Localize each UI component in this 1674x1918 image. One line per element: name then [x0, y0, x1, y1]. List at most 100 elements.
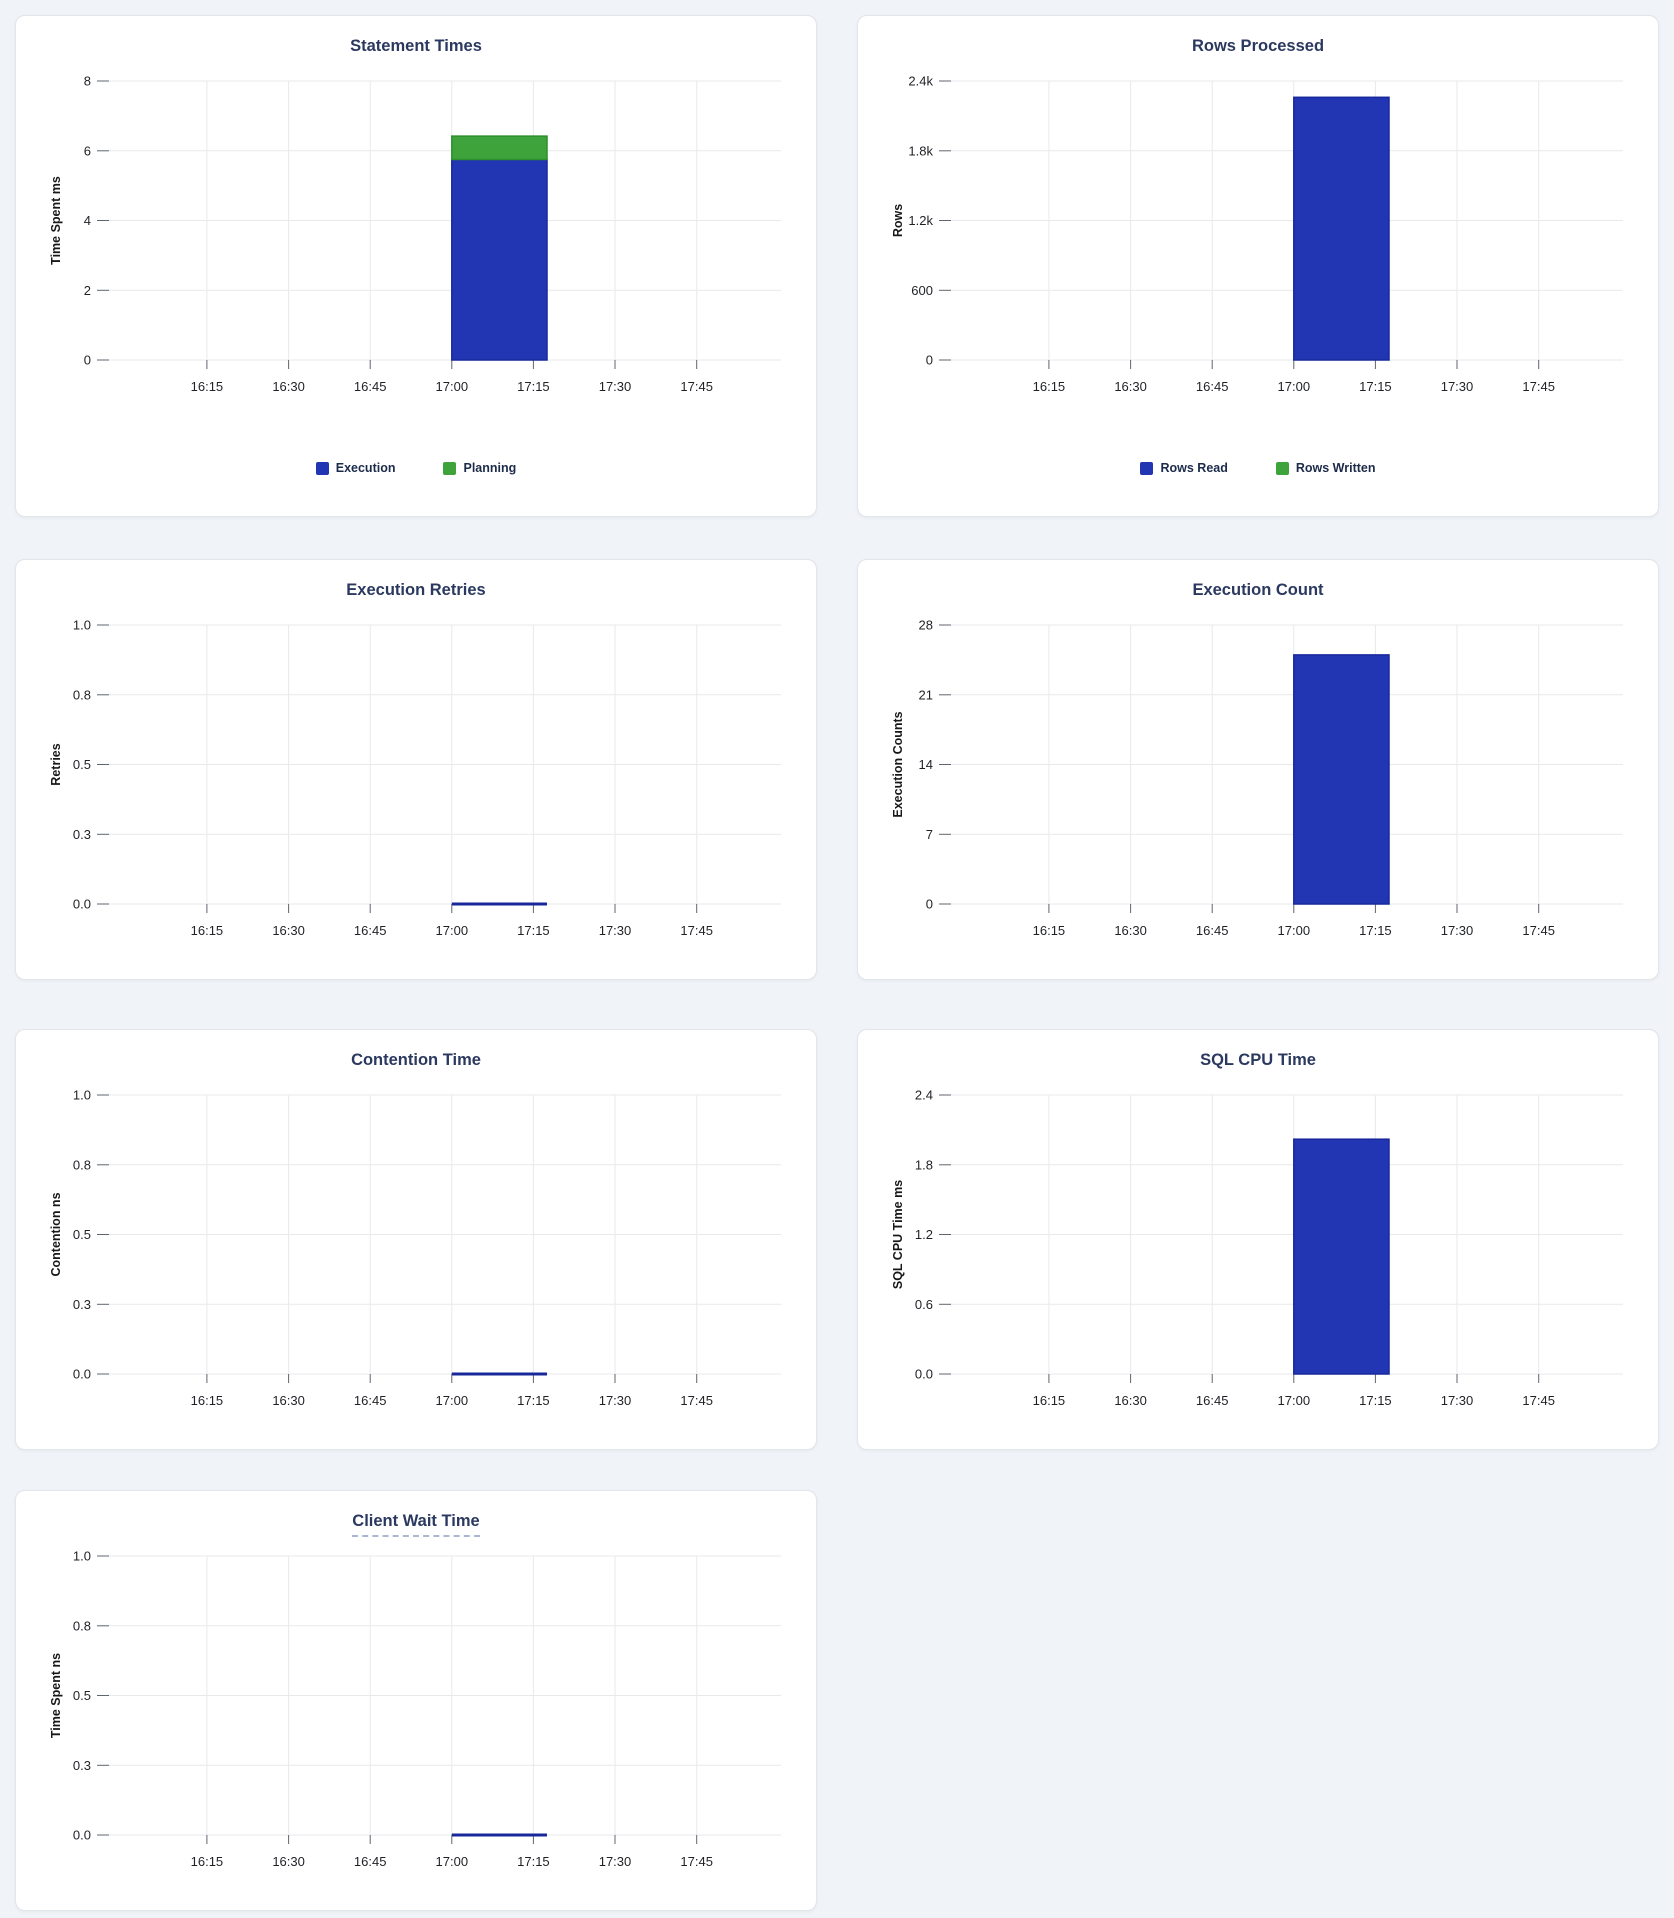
svg-text:1.0: 1.0: [73, 1549, 91, 1564]
svg-text:28: 28: [919, 618, 933, 633]
svg-text:17:15: 17:15: [1359, 379, 1392, 394]
legend-label: Execution: [335, 461, 396, 475]
svg-text:17:45: 17:45: [680, 1854, 713, 1869]
legend-item: Planning: [443, 461, 516, 475]
chart-card-contention-time: Contention Time 0.0 0.3 0.5 0.8 1.0 16:15 16:3…: [15, 1029, 817, 1450]
legend-swatch: [1275, 461, 1289, 475]
svg-text:16:15: 16:15: [1033, 1393, 1066, 1408]
legend-swatch: [443, 461, 457, 475]
legend-swatch: [1140, 461, 1154, 475]
svg-text:17:15: 17:15: [517, 1393, 550, 1408]
svg-text:2: 2: [84, 283, 91, 298]
svg-text:17:15: 17:15: [517, 379, 550, 394]
svg-text:17:00: 17:00: [436, 923, 469, 938]
svg-text:0.3: 0.3: [73, 1297, 91, 1312]
svg-text:1.2: 1.2: [915, 1227, 933, 1242]
chart-title-client-wait-time[interactable]: Client Wait Time: [352, 1509, 480, 1537]
svg-text:17:15: 17:15: [517, 923, 550, 938]
svg-text:6: 6: [84, 143, 91, 158]
svg-text:Rows: Rows: [891, 204, 905, 237]
svg-text:17:00: 17:00: [1278, 923, 1311, 938]
svg-text:21: 21: [919, 687, 933, 702]
svg-text:16:15: 16:15: [1033, 379, 1066, 394]
chart-title-row: Contention Time: [16, 1048, 816, 1072]
svg-text:Time Spent ms: Time Spent ms: [49, 176, 63, 265]
svg-text:7: 7: [926, 827, 933, 842]
legend-item: Rows Read: [1140, 461, 1228, 475]
chart-card-client-wait-time: Client Wait Time 0.0 0.3 0.5 0.8 1.0 16:15 16:…: [15, 1490, 817, 1911]
chart-plot-area[interactable]: 0 2 4 6 8 16:15 16:30 16:45 17:00 17:15 17:30 17:45…: [16, 70, 816, 406]
chart-card-execution-retries: Execution Retries 0.0 0.3 0.5 0.8 1.0 16:15 16…: [15, 559, 817, 980]
svg-text:16:30: 16:30: [272, 923, 305, 938]
chart-legend: Rows Read Rows Written: [858, 461, 1658, 475]
chart-title-execution-retries: Execution Retries: [346, 581, 486, 599]
svg-text:17:00: 17:00: [1278, 379, 1311, 394]
svg-text:16:45: 16:45: [1196, 1393, 1229, 1408]
svg-text:16:45: 16:45: [354, 1393, 387, 1408]
legend-item: Rows Written: [1275, 461, 1376, 475]
chart-card-rows-processed: Rows Processed 0 600 1.2k 1.8k 2.4k 16:15 16:3…: [857, 15, 1659, 517]
chart-title-rows-processed: Rows Processed: [1191, 37, 1325, 55]
chart-plot-area[interactable]: 0.0 0.3 0.5 0.8 1.0 16:15 16:30 16:45 17:00 17:15…: [16, 1084, 816, 1420]
svg-text:17:15: 17:15: [517, 1854, 550, 1869]
svg-text:0.3: 0.3: [73, 827, 91, 842]
chart-title-row: Execution Count: [858, 578, 1658, 602]
chart-plot-area[interactable]: 0.0 0.3 0.5 0.8 1.0 16:15 16:30 16:45 17:00 17:15…: [16, 614, 816, 950]
svg-text:16:15: 16:15: [191, 923, 224, 938]
svg-text:Contention ns: Contention ns: [49, 1192, 63, 1276]
svg-text:2.4k: 2.4k: [908, 74, 933, 89]
chart-title-contention-time: Contention Time: [351, 1051, 481, 1069]
svg-text:0.0: 0.0: [73, 1367, 91, 1382]
chart-title-sql-cpu-time: SQL CPU Time: [1200, 1051, 1316, 1069]
svg-text:0: 0: [926, 897, 933, 912]
svg-text:14: 14: [919, 757, 933, 772]
chart-card-sql-cpu-time: SQL CPU Time 0.0 0.6 1.2 1.8 2.4 16:15 16:30 16…: [857, 1029, 1659, 1450]
chart-plot-area[interactable]: 0.0 0.3 0.5 0.8 1.0 16:15 16:30 16:45 17:00 17:15…: [16, 1545, 816, 1881]
legend-swatch: [315, 461, 329, 475]
chart-legend: Execution Planning: [16, 461, 816, 475]
svg-text:17:00: 17:00: [1278, 1393, 1311, 1408]
svg-text:1.0: 1.0: [73, 1088, 91, 1103]
svg-text:2.4: 2.4: [915, 1088, 933, 1103]
chart-title-execution-count: Execution Count: [1192, 581, 1324, 599]
chart-plot-area[interactable]: 0.0 0.6 1.2 1.8 2.4 16:15 16:30 16:45 17:00 17:15…: [858, 1084, 1658, 1420]
svg-text:600: 600: [911, 283, 933, 298]
svg-text:17:30: 17:30: [1441, 923, 1474, 938]
svg-text:17:45: 17:45: [680, 1393, 713, 1408]
svg-text:0.8: 0.8: [73, 687, 91, 702]
svg-text:1.0: 1.0: [73, 618, 91, 633]
svg-text:0.0: 0.0: [915, 1367, 933, 1382]
svg-text:17:30: 17:30: [1441, 1393, 1474, 1408]
svg-text:0.5: 0.5: [73, 757, 91, 772]
svg-text:17:30: 17:30: [599, 923, 632, 938]
svg-text:SQL CPU Time ms: SQL CPU Time ms: [891, 1180, 905, 1289]
svg-text:Execution Counts: Execution Counts: [891, 711, 905, 817]
chart-title-statement-times: Statement Times: [350, 37, 482, 55]
svg-text:16:30: 16:30: [272, 1393, 305, 1408]
svg-text:17:00: 17:00: [436, 1393, 469, 1408]
svg-text:0.5: 0.5: [73, 1227, 91, 1242]
chart-title-row: Rows Processed: [858, 34, 1658, 58]
svg-text:17:45: 17:45: [1522, 923, 1555, 938]
svg-text:16:15: 16:15: [191, 1854, 224, 1869]
svg-text:Retries: Retries: [49, 743, 63, 785]
svg-text:0.8: 0.8: [73, 1157, 91, 1172]
chart-title-row: Client Wait Time: [16, 1509, 816, 1537]
svg-text:17:45: 17:45: [680, 379, 713, 394]
svg-text:17:00: 17:00: [436, 1854, 469, 1869]
svg-text:17:45: 17:45: [1522, 1393, 1555, 1408]
svg-text:0.3: 0.3: [73, 1758, 91, 1773]
svg-text:Time Spent ns: Time Spent ns: [49, 1653, 63, 1738]
chart-plot-area[interactable]: 0 600 1.2k 1.8k 2.4k 16:15 16:30 16:45 17:00 17:1…: [858, 70, 1658, 406]
svg-text:16:15: 16:15: [191, 379, 224, 394]
svg-text:0.0: 0.0: [73, 1828, 91, 1843]
legend-label: Rows Written: [1295, 461, 1376, 475]
chart-plot-area[interactable]: 0 7 14 21 28 16:15 16:30 16:45 17:00 17:15 17:30 17…: [858, 614, 1658, 950]
svg-text:16:30: 16:30: [272, 1854, 305, 1869]
svg-text:4: 4: [84, 213, 91, 228]
svg-text:0.5: 0.5: [73, 1688, 91, 1703]
svg-text:0.8: 0.8: [73, 1618, 91, 1633]
svg-text:17:15: 17:15: [1359, 923, 1392, 938]
svg-text:16:30: 16:30: [1114, 1393, 1147, 1408]
chart-title-row: Execution Retries: [16, 578, 816, 602]
